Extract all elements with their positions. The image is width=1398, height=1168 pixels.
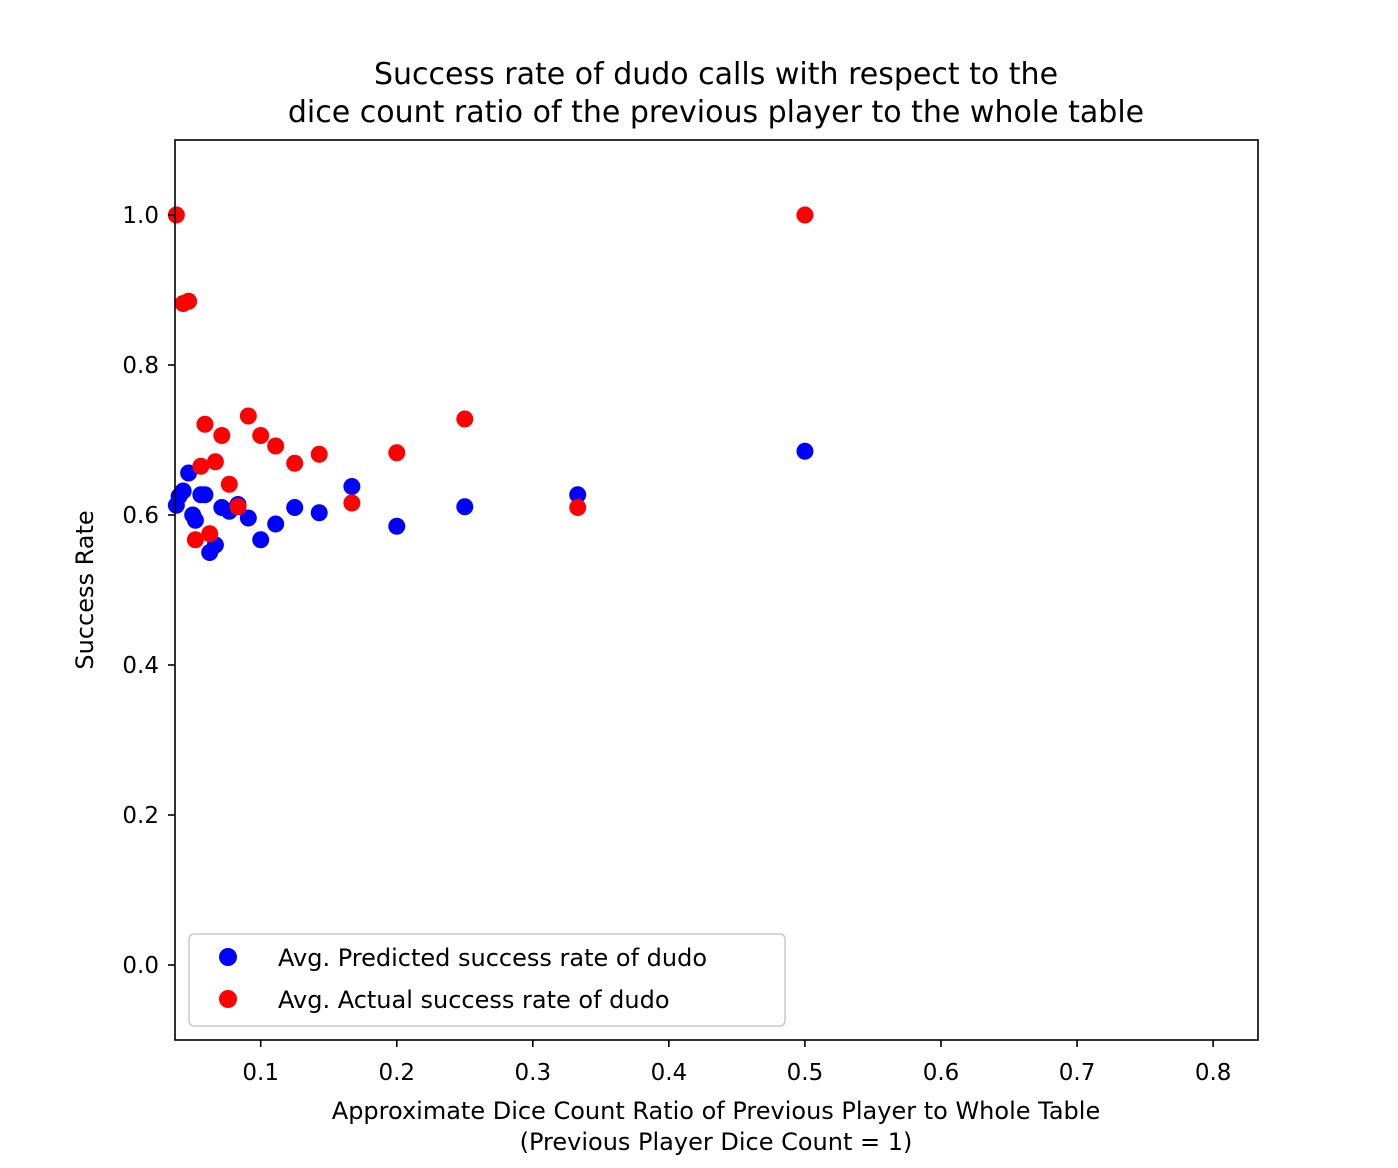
legend-label-predicted: Avg. Predicted success rate of dudo: [278, 944, 707, 972]
x-axis-label-line-1: Approximate Dice Count Ratio of Previous…: [332, 1097, 1100, 1125]
actual-point-0: [167, 206, 185, 224]
actual-point-8: [213, 427, 231, 444]
x-axis-label-line-2: (Previous Player Dice Count = 1): [520, 1128, 913, 1156]
actual-point-15: [310, 445, 328, 463]
actual-point-7: [206, 453, 224, 471]
y-tick-label-1: 0.2: [122, 803, 159, 829]
predicted-point-22: [796, 442, 814, 460]
chart-title-line-2: dice count ratio of the previous player …: [288, 95, 1144, 130]
x-tick-label-0: 0.1: [242, 1060, 279, 1086]
predicted-point-19: [388, 517, 406, 535]
predicted-point-21: [569, 486, 587, 504]
predicted-point-5: [186, 511, 204, 529]
predicted-point-20: [456, 498, 474, 516]
predicted-point-13: [239, 509, 257, 527]
actual-point-17: [388, 444, 406, 462]
predicted-point-17: [310, 504, 328, 522]
actual-point-11: [239, 407, 257, 425]
x-tick-label-1: 0.2: [378, 1060, 415, 1086]
actual-point-3: [186, 531, 204, 549]
x-tick-label-2: 0.3: [515, 1060, 552, 1086]
legend-marker-actual: [219, 990, 237, 1008]
actual-point-19: [569, 499, 587, 516]
actual-point-6: [201, 525, 219, 543]
predicted-point-15: [267, 515, 285, 533]
x-tick-label-6: 0.7: [1059, 1060, 1096, 1086]
y-tick-label-3: 0.6: [122, 503, 159, 529]
axis-ticks: 0.1 0.2 0.3 0.4 0.5 0.6 0.7 0.8 0.0 0.2 0.4 0.6 0.8 1…: [122, 203, 1231, 1086]
x-tick-label-7: 0.8: [1195, 1060, 1232, 1086]
y-axis-label: Success Rate: [71, 510, 99, 669]
predicted-point-16: [286, 499, 304, 516]
actual-point-12: [252, 427, 270, 444]
y-tick-label-4: 0.8: [122, 353, 159, 379]
y-tick-label-5: 1.0: [122, 203, 159, 229]
plot-frame: [174, 139, 1259, 1041]
predicted-point-14: [252, 531, 270, 549]
actual-point-16: [343, 494, 361, 512]
actual-point-14: [286, 454, 304, 472]
actual-point-20: [796, 206, 814, 224]
legend-marker-predicted: [219, 948, 237, 966]
x-tick-label-4: 0.5: [787, 1060, 824, 1086]
legend-label-actual: Avg. Actual success rate of dudo: [278, 986, 670, 1014]
x-tick-label-5: 0.6: [923, 1060, 960, 1086]
predicted-point-18: [343, 478, 361, 495]
legend: Avg. Predicted success rate of dudo Avg.…: [188, 933, 786, 1027]
actual-point-18: [456, 410, 474, 428]
legend-frame: [188, 933, 786, 1027]
predicted-point-2: [174, 482, 192, 500]
actual-point-5: [196, 415, 214, 433]
x-tick-label-3: 0.4: [651, 1060, 688, 1086]
actual-point-13: [267, 437, 285, 455]
y-tick-label-0: 0.0: [122, 953, 159, 979]
y-tick-label-2: 0.4: [122, 653, 159, 679]
actual-point-10: [229, 498, 247, 516]
actual-point-9: [220, 475, 238, 493]
actual-point-4: [192, 457, 210, 475]
actual-point-2: [180, 292, 198, 310]
chart-title-line-1: Success rate of dudo calls with respect …: [374, 57, 1058, 92]
predicted-point-7: [196, 486, 214, 504]
